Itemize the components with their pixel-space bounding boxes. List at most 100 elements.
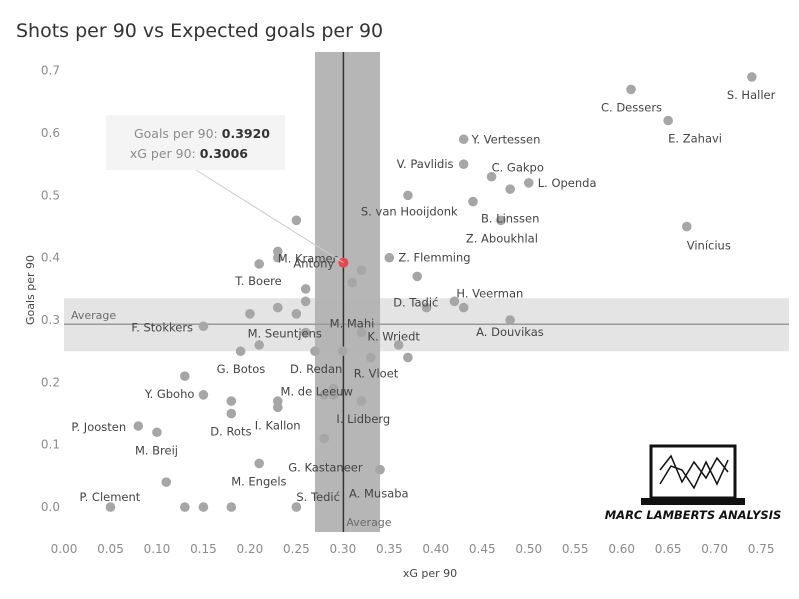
x-tick-label: 0.65 [655,542,682,556]
axis-ticks: 0.00 0.05 0.10 0.15 0.20 0.25 0.30 0.35 0.40 0.45… [41,64,775,556]
data-point[interactable] [338,346,348,357]
point-label: B. Linssen [481,212,539,226]
point-label: F. Stokkers [131,320,193,334]
x-tick-label: 0.10 [144,542,171,556]
data-point[interactable] [365,352,376,363]
point-label: Z. Aboukhlal [466,231,538,245]
point-label: D. Tadić [393,295,438,309]
data-point[interactable] [347,277,357,288]
x-tick-label: 0.50 [515,542,542,556]
data-point[interactable] [152,427,162,438]
data-point[interactable] [319,433,330,444]
y-tick-label: 0.0 [41,500,60,514]
data-point[interactable] [458,134,469,145]
point-label: Vinícius [687,239,731,253]
data-point[interactable] [403,190,413,201]
data-point[interactable] [226,408,237,419]
data-point[interactable] [226,396,237,406]
data-point[interactable] [161,477,172,487]
data-point[interactable] [505,315,515,325]
data-point[interactable] [681,221,692,232]
data-point[interactable] [272,302,283,313]
tooltip-xg-label: xG per 90: [130,146,196,161]
data-point[interactable] [356,396,367,406]
data-point[interactable] [747,72,757,82]
data-point[interactable] [180,371,190,381]
data-point[interactable] [291,215,302,226]
data-point[interactable] [245,309,255,319]
data-point[interactable] [523,178,534,188]
data-point[interactable] [235,346,246,357]
data-point[interactable] [198,321,209,332]
point-label: P. Joosten [71,420,126,434]
data-point[interactable] [458,159,469,170]
x-tick-label: 0.40 [422,542,449,556]
x-tick-label: 0.55 [562,542,589,556]
data-point[interactable] [180,502,190,512]
data-point[interactable] [300,296,311,307]
logo-base [641,498,745,505]
logo-text: MARC LAMBERTS ANALYSIS [605,508,782,522]
data-point[interactable] [254,458,264,469]
logo-line-2 [659,459,729,490]
chart-title: Shots per 90 vs Expected goals per 90 [16,20,384,42]
y-tick-label: 0.4 [41,251,60,265]
tooltip-goals-label: Goals per 90: [134,126,218,141]
y-average-label: Average [71,309,116,322]
data-point[interactable] [272,402,283,413]
data-point[interactable] [496,215,506,226]
data-point[interactable] [254,259,264,269]
data-point[interactable] [486,171,497,182]
data-point[interactable] [375,464,385,475]
point-label: C. Dessers [601,100,662,114]
y-axis-label: Goals per 90 [24,255,37,325]
y-tick-label: 0.2 [41,375,60,389]
data-point[interactable] [449,296,460,307]
data-points [105,72,757,512]
data-point[interactable] [310,346,320,357]
data-point[interactable] [198,390,209,400]
data-point[interactable] [291,502,302,512]
y-tick-label: 0.5 [41,188,60,202]
x-tick-label: 0.20 [237,542,264,556]
data-point[interactable] [505,184,515,194]
point-labels: S. Haller C. Dessers E. Zahavi Vinícius Y. V… [71,88,775,504]
tooltip-connector [195,169,344,264]
data-point[interactable] [133,421,144,431]
data-point[interactable] [226,502,237,512]
data-point[interactable] [300,284,311,294]
x-tick-label: 0.00 [51,542,78,556]
data-point[interactable] [663,115,673,126]
data-point[interactable] [626,84,636,95]
data-point[interactable] [468,196,478,207]
data-point[interactable] [291,309,302,319]
point-label: D. Rots [210,425,251,439]
data-point[interactable] [384,252,395,263]
tooltip-box [106,115,285,170]
point-label: S. Haller [727,88,776,102]
x-tick-label: 0.15 [190,542,217,556]
data-point[interactable] [356,265,367,275]
data-point[interactable] [272,252,283,263]
y-tick-label: 0.1 [41,438,60,452]
data-point[interactable] [458,302,469,313]
data-point[interactable] [356,327,367,338]
y-tick-label: 0.6 [41,126,60,140]
data-point[interactable] [319,390,330,400]
data-point[interactable] [254,340,264,350]
data-point[interactable] [403,352,413,363]
data-point[interactable] [300,327,311,338]
point-label: V. Pavlidis [397,157,454,171]
y-tick-label: 0.3 [41,313,60,327]
data-point[interactable] [393,340,404,350]
x-average-band [314,52,381,532]
data-point[interactable] [412,271,423,282]
data-point[interactable] [198,502,209,512]
data-point[interactable] [105,502,116,512]
point-label: G. Kastaneer [288,460,363,474]
data-point[interactable] [328,390,339,400]
tooltip-line-2: xG per 90: 0.3006 [130,146,248,161]
point-label: L. Openda [538,176,597,190]
data-point[interactable] [421,302,432,313]
